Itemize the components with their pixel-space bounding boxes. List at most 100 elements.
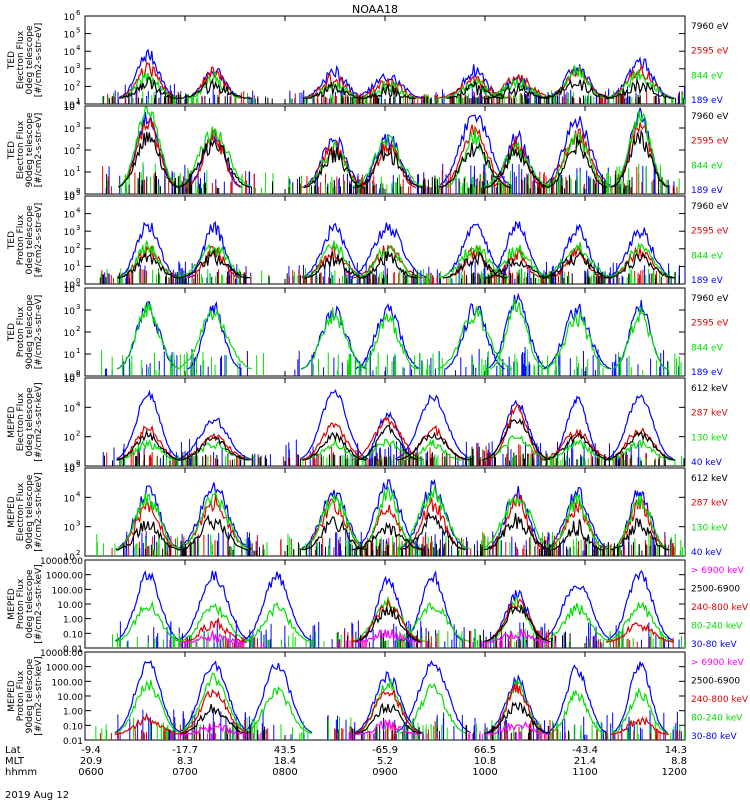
y-axis-label: 90deg telescope xyxy=(25,294,35,369)
y-tick-exponent: 4 xyxy=(76,281,81,289)
flux-burst xyxy=(541,602,613,643)
footer-row-label: hhmm xyxy=(5,767,37,778)
flux-burst xyxy=(546,136,608,189)
flux-burst xyxy=(481,140,553,189)
series-group xyxy=(101,292,682,376)
footer-tick-label: 0600 xyxy=(78,767,103,778)
flux-burst xyxy=(118,117,178,188)
plot-title: NOAA18 xyxy=(352,3,398,16)
flux-burst xyxy=(483,512,551,551)
flux-burst xyxy=(611,716,669,735)
y-tick-label: 1000.00 xyxy=(46,572,83,582)
flux-burst xyxy=(480,496,554,550)
y-tick-label: 10 xyxy=(64,553,76,563)
y-axis-label: TED xyxy=(7,231,17,250)
footer-tick-label: 5.2 xyxy=(377,756,393,767)
footer-tick-label: 1100 xyxy=(572,767,597,778)
y-tick-label: 10 xyxy=(64,211,76,221)
y-axis-label: TED xyxy=(7,141,17,160)
flux-burst xyxy=(490,135,544,189)
y-tick-label: 10 xyxy=(64,31,76,41)
flux-burst xyxy=(181,630,247,644)
y-tick-label: 10 xyxy=(64,169,76,179)
series-group xyxy=(95,659,685,740)
series-green xyxy=(116,434,683,466)
legend-entry: 844 eV xyxy=(691,161,724,171)
y-axis-label: [#/cm2-s-str-keV] xyxy=(34,382,44,461)
flux-burst xyxy=(117,240,179,279)
y-tick-label: 10 xyxy=(64,285,76,295)
flux-burst xyxy=(611,687,669,735)
series-green xyxy=(95,672,685,740)
flux-burst xyxy=(539,79,615,99)
series-green xyxy=(101,298,682,376)
flux-burst xyxy=(544,486,610,550)
series-black xyxy=(106,129,675,194)
y-axis-label: Electron Flux xyxy=(16,120,26,179)
flux-burst xyxy=(185,129,242,188)
y-tick-exponent: 2 xyxy=(76,325,80,333)
flux-burst xyxy=(611,495,669,550)
flux-burst xyxy=(241,662,313,734)
legend-entry: 80-240 keV xyxy=(691,714,743,724)
footer-row-label: Lat xyxy=(5,745,21,756)
flux-burst xyxy=(605,438,675,461)
flux-burst xyxy=(396,431,470,461)
flux-burst xyxy=(119,60,178,99)
legend-entry: 2500-6900 xyxy=(691,677,740,687)
y-axis-label: [#/cm2-s-str-eV] xyxy=(34,203,44,278)
flux-burst xyxy=(540,585,615,642)
legend-entry: 30-80 keV xyxy=(691,640,737,650)
y-tick-exponent: 5 xyxy=(76,189,80,197)
legend-entry: 7960 eV xyxy=(691,202,729,212)
y-tick-exponent: 2 xyxy=(76,430,80,438)
legend-entry: 189 eV xyxy=(691,276,724,286)
legend-entry: 2595 eV xyxy=(691,319,729,329)
y-tick-label: 100.00 xyxy=(52,678,84,688)
legend-entry: 130 keV xyxy=(691,433,728,443)
flux-burst xyxy=(540,116,614,188)
y-tick-label: 10 xyxy=(64,463,76,473)
flux-burst xyxy=(115,521,181,551)
footer-tick-label: -65.9 xyxy=(372,745,398,756)
flux-burst xyxy=(399,683,467,734)
flux-burst xyxy=(489,493,545,550)
footer-tick-label: 43.5 xyxy=(274,745,296,756)
y-tick-exponent: 1 xyxy=(76,347,80,355)
y-tick-label: 10 xyxy=(64,494,76,504)
legend-entry: 130 keV xyxy=(691,523,728,533)
flux-burst xyxy=(350,134,426,189)
series-black xyxy=(99,249,680,284)
flux-burst xyxy=(301,516,367,551)
flux-burst xyxy=(548,493,606,550)
legend-entry: 844 eV xyxy=(691,71,724,81)
flux-burst xyxy=(178,490,250,550)
flux-burst xyxy=(481,244,553,279)
y-tick-exponent: 3 xyxy=(76,224,80,232)
y-tick-exponent: 3 xyxy=(76,303,80,311)
y-tick-label: 10 xyxy=(64,83,76,93)
flux-burst xyxy=(359,141,417,189)
footer-tick-label: 8.3 xyxy=(177,756,193,767)
flux-burst xyxy=(242,601,311,643)
y-tick-label: 10 xyxy=(64,246,76,256)
flux-burst xyxy=(446,128,504,188)
series-green xyxy=(106,106,680,194)
flux-burst xyxy=(118,76,178,99)
flux-burst xyxy=(303,146,365,189)
y-axis-label: [#/cm2-s-str-keV] xyxy=(34,472,44,551)
flux-burst xyxy=(355,245,420,279)
flux-burst xyxy=(485,83,549,100)
legend-entry: 844 eV xyxy=(691,251,724,261)
flux-burst xyxy=(607,227,673,278)
flux-burst xyxy=(438,245,512,279)
y-tick-label: 10 xyxy=(64,193,76,203)
y-axis-label: MEPED xyxy=(7,496,17,528)
flux-burst xyxy=(242,571,312,642)
y-tick-exponent: 0 xyxy=(76,459,80,467)
flux-burst xyxy=(242,685,312,735)
y-tick-label: 1.00 xyxy=(63,708,83,718)
